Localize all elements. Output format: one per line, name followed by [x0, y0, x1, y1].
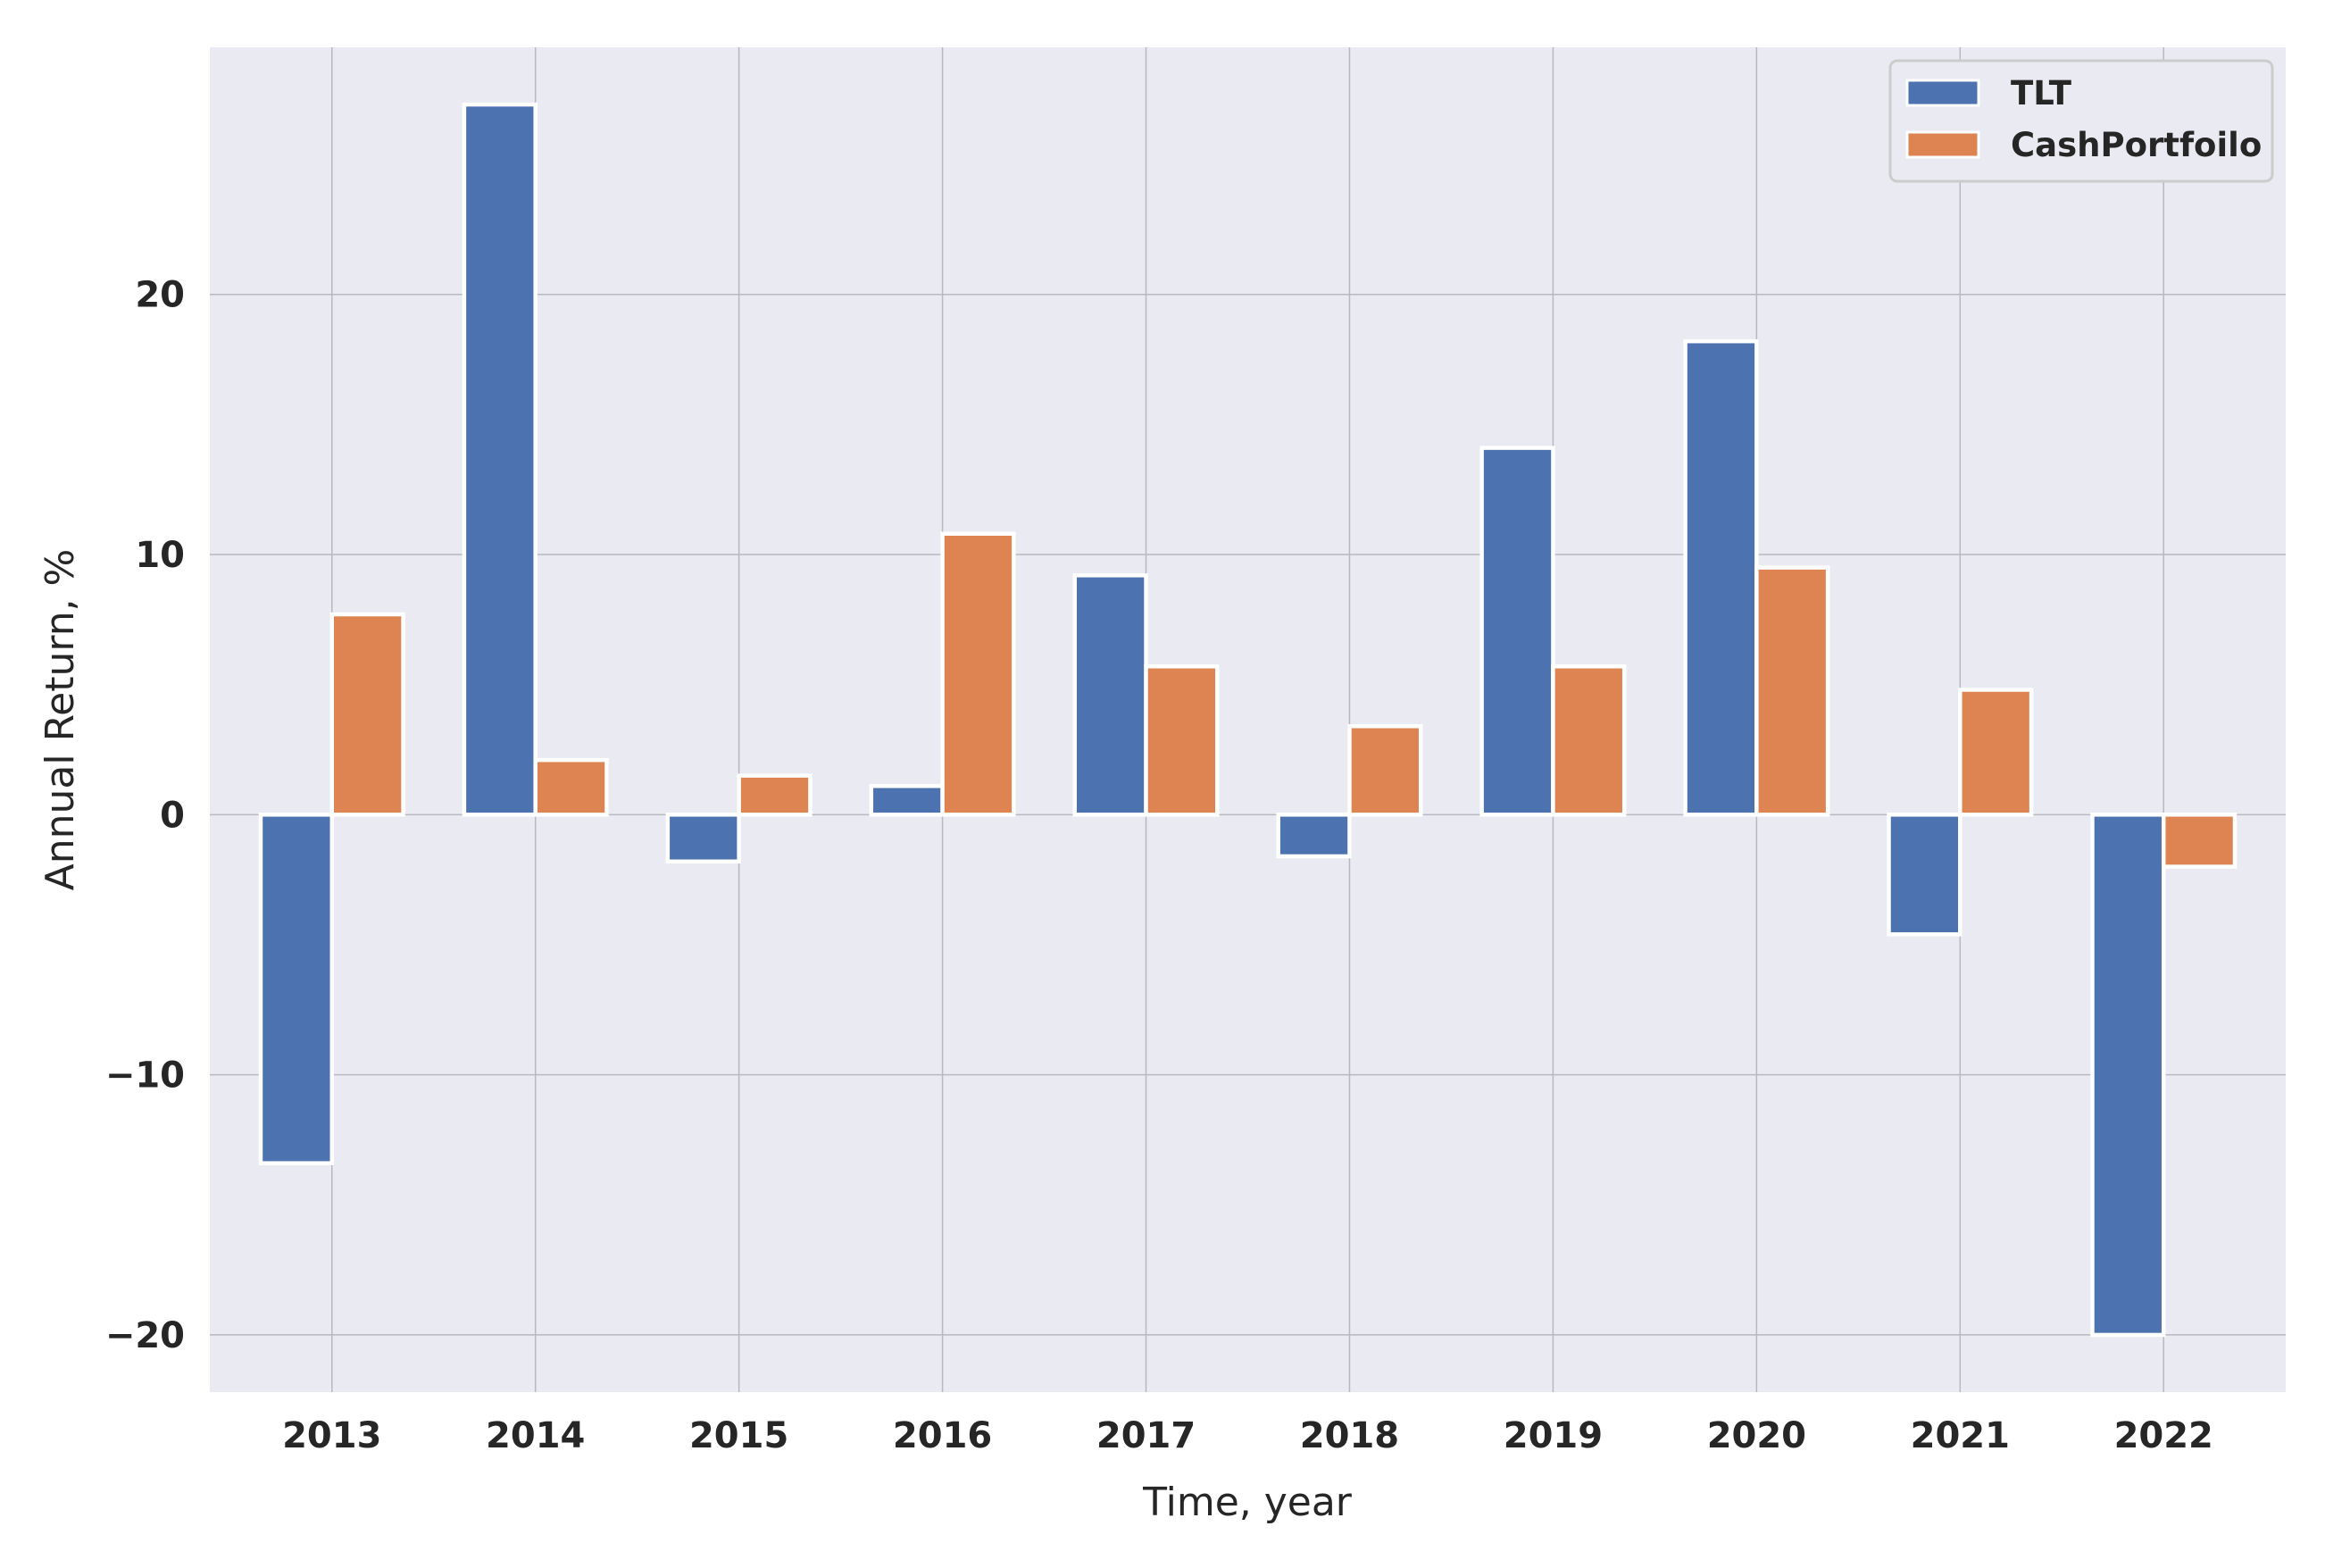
x-axis-label: Time, year: [1142, 1480, 1353, 1525]
x-tick-label: 2014: [486, 1415, 585, 1456]
legend-label-cashportfoilo: CashPortfoilo: [2011, 126, 2262, 164]
bar-tlt-2016: [869, 784, 945, 817]
bar-cashportfoilo-2022: [2161, 813, 2238, 869]
bar-cashportfoilo-2016: [940, 531, 1016, 817]
bar-tlt-2013: [258, 813, 335, 1165]
bar-cashportfoilo-2020: [1754, 565, 1830, 817]
bar-cashportfoilo-2014: [533, 757, 609, 817]
x-tick-label: 2013: [282, 1415, 381, 1456]
bar-tlt-2019: [1479, 446, 1555, 817]
legend-swatch-tlt: [1905, 79, 1980, 107]
bar-cashportfoilo-2013: [329, 612, 405, 817]
x-tick-label: 2022: [2114, 1415, 2213, 1456]
plot-area: [210, 47, 2286, 1392]
legend-box: [1888, 59, 2274, 183]
bars: [258, 102, 2238, 1338]
bar-cashportfoilo-2021: [1958, 688, 2034, 817]
y-tick-label: 0: [160, 795, 185, 836]
bar-tlt-2021: [1887, 813, 1962, 937]
bar-tlt-2017: [1072, 573, 1148, 817]
x-tick-label: 2019: [1504, 1415, 1603, 1456]
y-tick-label: 10: [135, 535, 185, 576]
legend: TLT CashPortfoilo: [1888, 59, 2274, 183]
x-tick-label: 2020: [1707, 1415, 1806, 1456]
x-tick-labels: 2013 2014 2015 2016 2017 2018 2019 2020 2021 2022: [282, 1415, 2213, 1456]
x-tick-label: 2016: [893, 1415, 992, 1456]
y-tick-label: 20: [135, 275, 185, 316]
legend-swatch-cashportfoilo: [1905, 130, 1980, 159]
bar-tlt-2018: [1276, 813, 1352, 859]
bar-tlt-2022: [2090, 813, 2166, 1338]
x-tick-label: 2017: [1096, 1415, 1196, 1456]
bar-cashportfoilo-2019: [1551, 664, 1627, 817]
bar-cashportfoilo-2018: [1347, 724, 1423, 817]
y-axis-label: Annual Return, %: [38, 549, 83, 891]
x-tick-label: 2021: [1911, 1415, 2010, 1456]
legend-label-tlt: TLT: [2011, 74, 2072, 113]
x-tick-label: 2015: [689, 1415, 788, 1456]
bar-cashportfoilo-2017: [1144, 664, 1220, 817]
bar-cashportfoilo-2015: [737, 773, 812, 817]
x-tick-label: 2018: [1300, 1415, 1399, 1456]
y-tick-labels: −20 −10 0 10 20: [105, 275, 185, 1356]
y-tick-label: −20: [105, 1315, 185, 1356]
bar-tlt-2020: [1683, 338, 1759, 817]
bar-tlt-2015: [665, 813, 741, 864]
y-tick-label: −10: [105, 1055, 185, 1097]
bar-tlt-2014: [462, 102, 538, 817]
